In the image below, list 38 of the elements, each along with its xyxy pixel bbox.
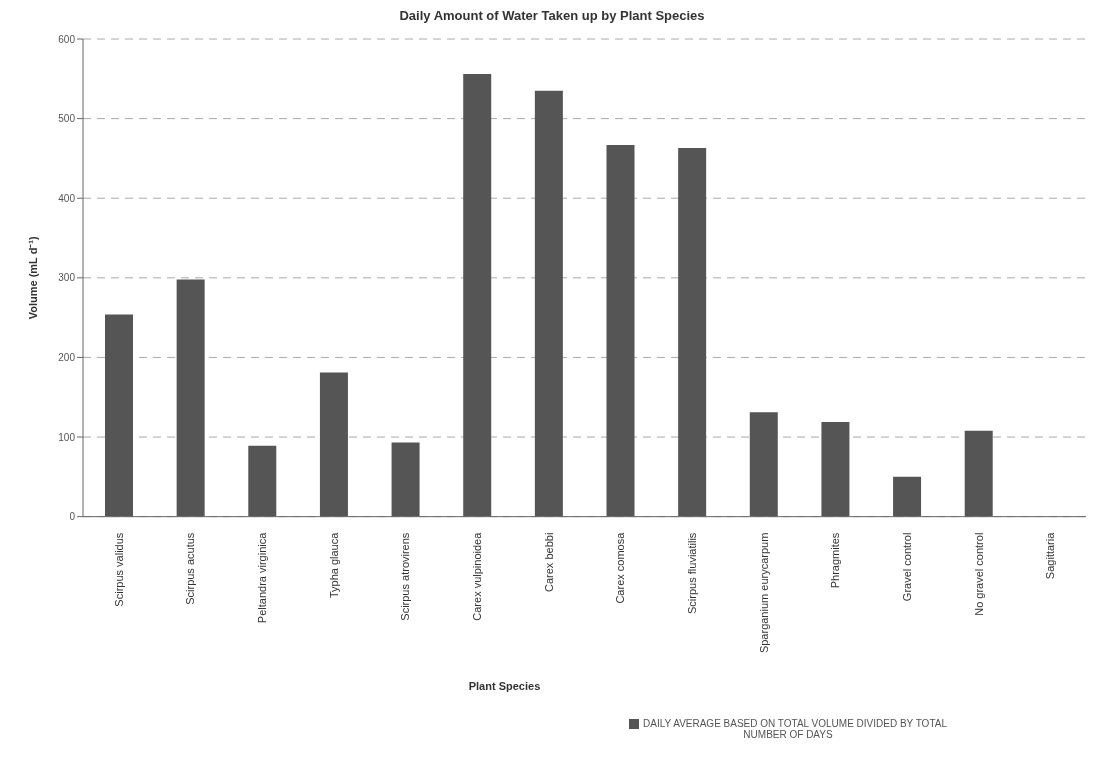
bar <box>248 445 277 517</box>
x-tick-label: Scirpus atrovirens <box>399 532 412 621</box>
x-tick-label: Carex bebbi <box>542 532 555 592</box>
y-tick-label: 600 <box>58 33 76 45</box>
bar <box>749 412 778 517</box>
y-tick-label: 300 <box>58 272 76 284</box>
y-tick-label: 0 <box>69 511 76 523</box>
bar <box>821 421 850 517</box>
bar <box>893 476 922 517</box>
x-tick-label: Sagittaria <box>1044 531 1057 580</box>
y-tick-label: 500 <box>58 113 76 125</box>
bar <box>606 144 635 517</box>
x-tick-label: No gravel control <box>972 532 985 616</box>
bar <box>463 74 492 517</box>
bar <box>964 430 993 517</box>
x-tick-label: Scirpus validus <box>112 532 125 607</box>
x-tick-label: Typha glauca <box>327 531 340 599</box>
y-axis-title: Volume (mL d⁻¹) <box>26 235 39 320</box>
y-tick-label: 400 <box>58 192 76 204</box>
x-tick-label: Gravel control <box>900 532 913 602</box>
bar <box>678 148 707 517</box>
bar <box>105 314 133 517</box>
x-tick-label: Peltandra virginica <box>256 531 269 624</box>
x-tick-label: Scirpus fluviatilis <box>685 532 698 614</box>
y-tick-label: 200 <box>58 351 76 363</box>
x-tick-label: Sparganium eurycarpum <box>757 532 770 654</box>
x-axis-title: Plant Species <box>468 679 541 692</box>
x-tick-label: Carex vulpinoidea <box>471 531 484 621</box>
bar <box>319 372 348 517</box>
x-tick-label: Scirpus acutus <box>184 532 197 605</box>
y-tick-label: 100 <box>58 431 76 443</box>
bar <box>391 442 420 517</box>
bar <box>176 279 205 517</box>
legend-label: DAILY AVERAGE BASED ON TOTAL VOLUME DIVIDED BY TOTAL NUMBER OF DAYS <box>643 717 947 740</box>
x-tick-label: Carex comosa <box>614 531 627 604</box>
x-tick-label: Phragmites <box>829 532 842 589</box>
bar <box>534 90 563 517</box>
chart-title: Daily Amount of Water Taken up by Plant Species <box>398 8 706 23</box>
